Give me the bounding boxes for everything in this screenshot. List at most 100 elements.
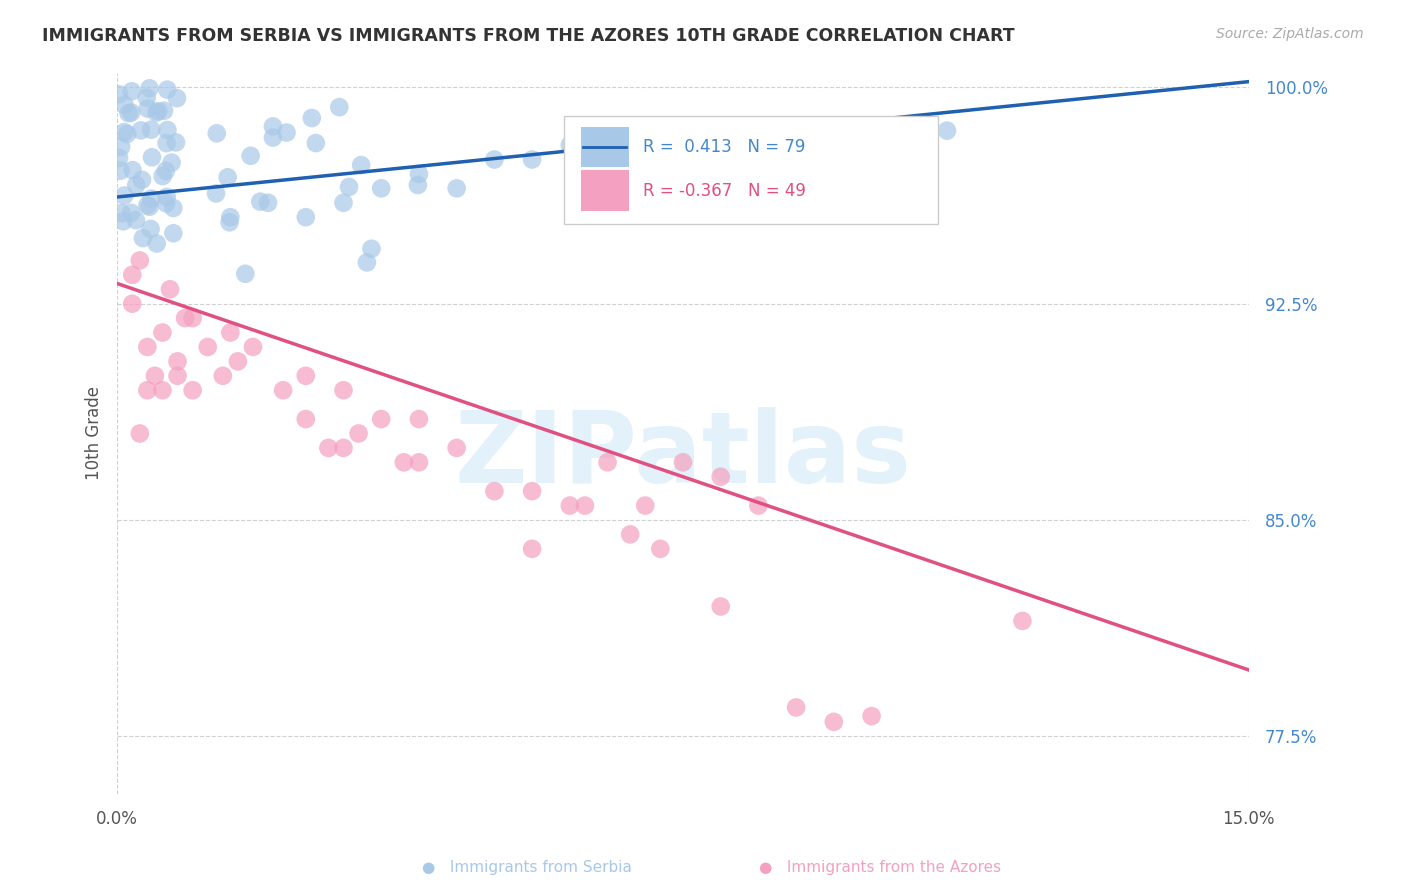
Point [135, 91, 157, 105]
Point [160, 155, 183, 169]
Y-axis label: 10th Grade: 10th Grade [86, 386, 103, 481]
Point [166, 368, 188, 383]
Point [121, 84, 143, 98]
Point [332, 195, 354, 210]
Point [120, 206, 142, 220]
FancyBboxPatch shape [581, 170, 628, 211]
Point [233, 267, 256, 281]
Point [112, 97, 135, 112]
Point [785, 167, 807, 181]
Point [276, 126, 298, 140]
Point [747, 499, 769, 513]
Point [619, 527, 641, 541]
Point [165, 136, 187, 150]
Point [174, 311, 197, 326]
Point [155, 164, 177, 178]
Point [574, 499, 596, 513]
Point [136, 383, 159, 397]
Point [558, 138, 581, 153]
Point [356, 255, 378, 269]
Point [136, 198, 159, 212]
Point [350, 158, 373, 172]
Point [117, 106, 139, 120]
Point [181, 311, 204, 326]
Point [257, 195, 280, 210]
Point [110, 206, 132, 220]
Point [446, 441, 468, 455]
Text: ZIPatlas: ZIPatlas [454, 407, 911, 504]
Point [131, 173, 153, 187]
Text: ●   Immigrants from the Azores: ● Immigrants from the Azores [759, 861, 1001, 875]
Point [672, 455, 695, 469]
Point [108, 151, 131, 165]
Point [242, 340, 264, 354]
Point [332, 383, 354, 397]
Point [121, 163, 143, 178]
Point [205, 186, 228, 201]
Point [141, 192, 163, 206]
Point [219, 210, 242, 224]
Point [936, 123, 959, 137]
Point [860, 709, 883, 723]
Point [596, 167, 619, 181]
Point [710, 599, 733, 614]
Point [181, 383, 204, 397]
Point [249, 194, 271, 209]
Point [634, 499, 657, 513]
Point [219, 326, 242, 340]
Point [823, 714, 845, 729]
Point [332, 441, 354, 455]
Point [138, 81, 160, 95]
Point [125, 178, 148, 192]
Point [152, 326, 174, 340]
Point [520, 153, 543, 167]
Point [294, 210, 316, 224]
Point [115, 127, 138, 141]
Point [128, 426, 150, 441]
Point [710, 195, 733, 210]
Point [139, 222, 162, 236]
Point [205, 126, 228, 140]
Point [152, 169, 174, 183]
Point [141, 150, 163, 164]
Point [166, 91, 188, 105]
Point [153, 103, 176, 118]
Point [162, 226, 184, 240]
Point [785, 700, 807, 714]
Point [337, 180, 360, 194]
Point [128, 253, 150, 268]
Point [166, 354, 188, 368]
Point [211, 368, 233, 383]
Point [112, 214, 135, 228]
Text: R = -0.367   N = 49: R = -0.367 N = 49 [644, 181, 806, 200]
Point [328, 100, 350, 114]
Point [156, 82, 179, 96]
Point [262, 120, 284, 134]
Point [226, 354, 249, 368]
Text: Source: ZipAtlas.com: Source: ZipAtlas.com [1216, 27, 1364, 41]
Point [125, 213, 148, 227]
Point [217, 170, 239, 185]
Point [129, 123, 152, 137]
Point [143, 368, 166, 383]
Point [162, 201, 184, 215]
Point [152, 383, 174, 397]
Point [408, 412, 430, 426]
Point [408, 167, 430, 181]
Point [159, 282, 181, 296]
Point [520, 541, 543, 556]
Point [360, 242, 382, 256]
Point [148, 104, 170, 119]
Point [110, 163, 132, 178]
Point [318, 441, 340, 455]
Text: ●   Immigrants from Serbia: ● Immigrants from Serbia [422, 861, 631, 875]
Point [145, 236, 167, 251]
Point [132, 231, 155, 245]
Point [305, 136, 328, 150]
Point [110, 140, 132, 154]
Point [294, 368, 316, 383]
Point [1011, 614, 1033, 628]
Point [484, 484, 506, 499]
Point [484, 153, 506, 167]
Point [406, 178, 429, 192]
